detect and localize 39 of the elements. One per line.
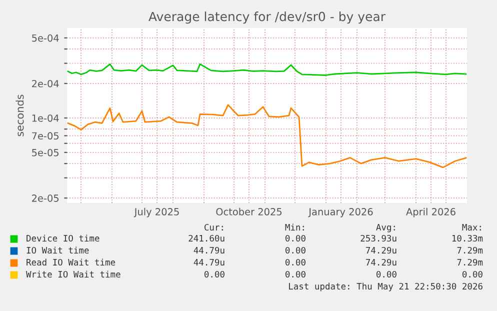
text: 0.00 [286,258,306,266]
text: Avg: [376,224,395,232]
text: 74.29u [366,258,396,266]
x-tick-label: October 2025 [216,208,282,216]
text: 0.00 [286,234,306,242]
y-tick-label: 2e-05 [32,194,59,202]
y-axis-title: seconds [16,94,24,136]
legend-label: Write IO Wait time [26,270,120,278]
text: Last update: Thu May 21 22:50:30 2026 [289,282,482,292]
chart-title: Average latency for /dev/sr0 - by year [148,12,386,24]
text: 44.79u [194,258,224,266]
x-tick-label: April 2026 [406,208,456,218]
text: 0.00 [462,270,482,278]
text: Min: [285,224,304,230]
legend-label: Read IO Wait time [26,258,116,266]
legend-label: Device IO time [26,234,100,242]
y-tick-label: 1e-04 [32,114,59,122]
y-tick-label: 7e-05 [32,132,59,140]
text: 0.00 [376,270,396,278]
line-series [67,63,467,76]
text: Cur: [204,224,223,231]
y-tick-label: 2e-04 [32,80,59,88]
x-tick-label: January 2026 [308,208,373,218]
y-tick-label: 5e-05 [32,148,59,156]
text: 10.33m [452,234,483,242]
text: 7.29m [457,258,483,266]
text: 0.00 [286,246,306,254]
text: 241.60u [188,234,224,242]
text: 7.29m [457,246,483,254]
y-tick-label: 5e-04 [32,34,59,42]
text: Max: [462,224,481,231]
x-tick-label: July 2025 [134,208,179,218]
text: 44.79u [194,246,224,254]
text: 0.00 [286,270,306,278]
text: 0.00 [204,270,224,278]
text: 253.93u [360,234,396,242]
line-series [67,104,467,168]
legend-label: IO Wait time [26,246,89,254]
text: 74.29u [366,246,396,254]
